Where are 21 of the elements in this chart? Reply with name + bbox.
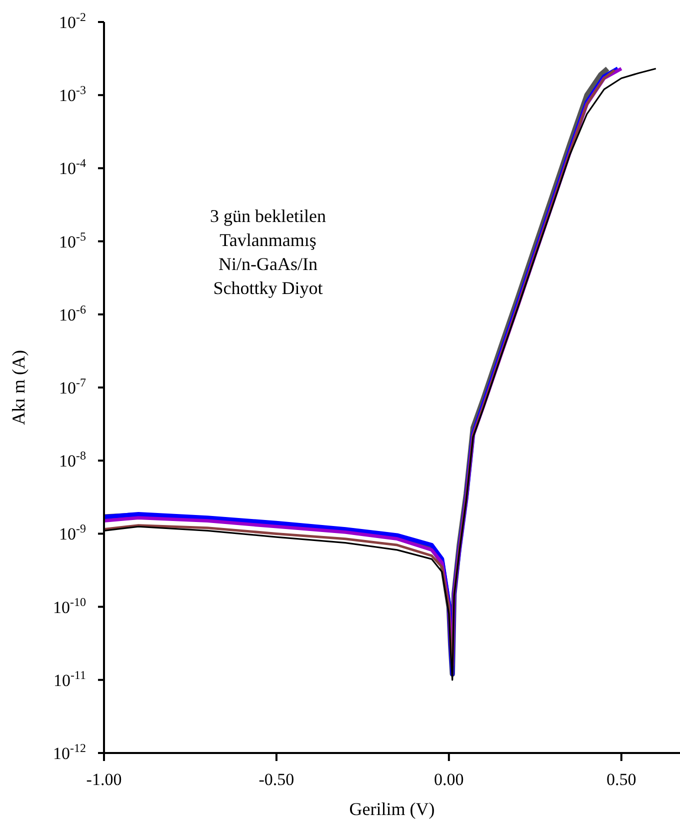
y-tick-label: 10$^{-5}$ — [59, 229, 86, 252]
annotation: Ni/n-GaAs/In — [218, 253, 318, 276]
x-axis-title: Gerilim (V) — [349, 799, 435, 819]
y-tick-label: 10$^{-4}$ — [59, 156, 86, 178]
y-axis-title: Akı m (A) — [8, 350, 28, 425]
y-tick-label: 10$^{-10}$ — [53, 594, 86, 617]
y-tick-label: 10$^{-6}$ — [59, 302, 86, 324]
annotation: Tavlanmamış — [218, 229, 318, 252]
y-tick-label: 10$^{-3}$ — [59, 83, 86, 106]
annotation: Schottky Diyot — [212, 277, 324, 300]
y-tick-label: 10$^{-12}$ — [53, 741, 86, 763]
x-tick-label: -0.50 — [258, 770, 294, 789]
annotation: 3 gün bekletilen — [209, 205, 327, 228]
y-tick-label: 10$^{-2}$ — [59, 10, 86, 32]
y-tick-label: 10$^{-9}$ — [59, 522, 86, 544]
y-tick-label: 10$^{-7}$ — [59, 376, 86, 398]
x-tick-label: -1.00 — [86, 770, 122, 789]
y-tick-label: 10$^{-11}$ — [53, 668, 86, 690]
x-tick-label: 0.50 — [606, 770, 636, 789]
x-tick-label: 0.00 — [434, 770, 464, 789]
y-tick-label: 10$^{-8}$ — [59, 448, 86, 471]
